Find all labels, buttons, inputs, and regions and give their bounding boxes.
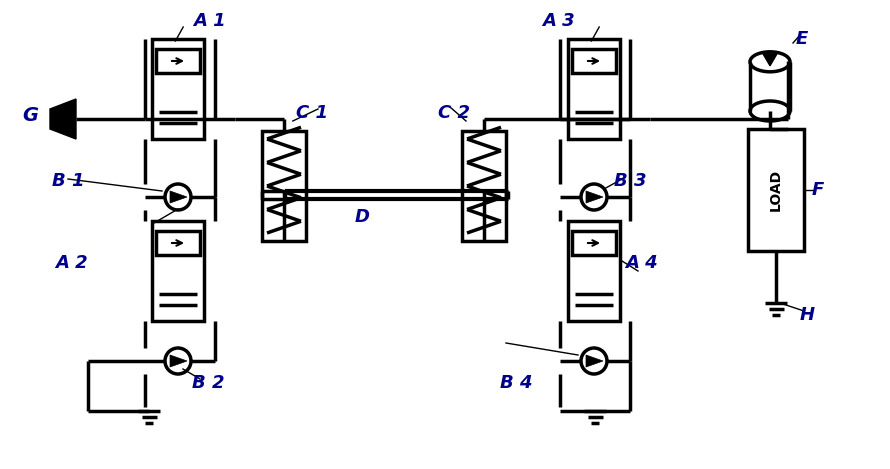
Text: B 2: B 2 xyxy=(192,374,224,392)
Text: E: E xyxy=(796,30,808,48)
Text: A 1: A 1 xyxy=(193,12,226,30)
Bar xyxy=(748,129,804,251)
Text: B 3: B 3 xyxy=(614,172,646,190)
Polygon shape xyxy=(170,355,187,367)
Text: B 4: B 4 xyxy=(500,374,532,392)
Text: B 1: B 1 xyxy=(52,172,85,190)
Polygon shape xyxy=(50,99,76,139)
Polygon shape xyxy=(763,54,777,66)
Polygon shape xyxy=(170,191,187,203)
Text: F: F xyxy=(812,181,824,199)
Bar xyxy=(156,49,200,73)
Text: H: H xyxy=(800,306,815,324)
Bar xyxy=(152,221,204,321)
Bar xyxy=(262,131,306,241)
Text: A 3: A 3 xyxy=(542,12,575,30)
Bar xyxy=(156,231,200,255)
Bar xyxy=(568,221,620,321)
Text: C 2: C 2 xyxy=(438,104,470,122)
Text: G: G xyxy=(22,106,38,124)
Text: A 2: A 2 xyxy=(55,254,87,272)
Bar xyxy=(572,231,616,255)
Polygon shape xyxy=(586,191,603,203)
Text: A 4: A 4 xyxy=(625,254,658,272)
Bar xyxy=(572,49,616,73)
Polygon shape xyxy=(586,355,603,367)
Text: LOAD: LOAD xyxy=(769,169,783,211)
Bar xyxy=(568,39,620,139)
Bar xyxy=(462,131,506,241)
Text: D: D xyxy=(355,208,370,226)
Bar xyxy=(152,39,204,139)
Text: C 1: C 1 xyxy=(296,104,328,122)
